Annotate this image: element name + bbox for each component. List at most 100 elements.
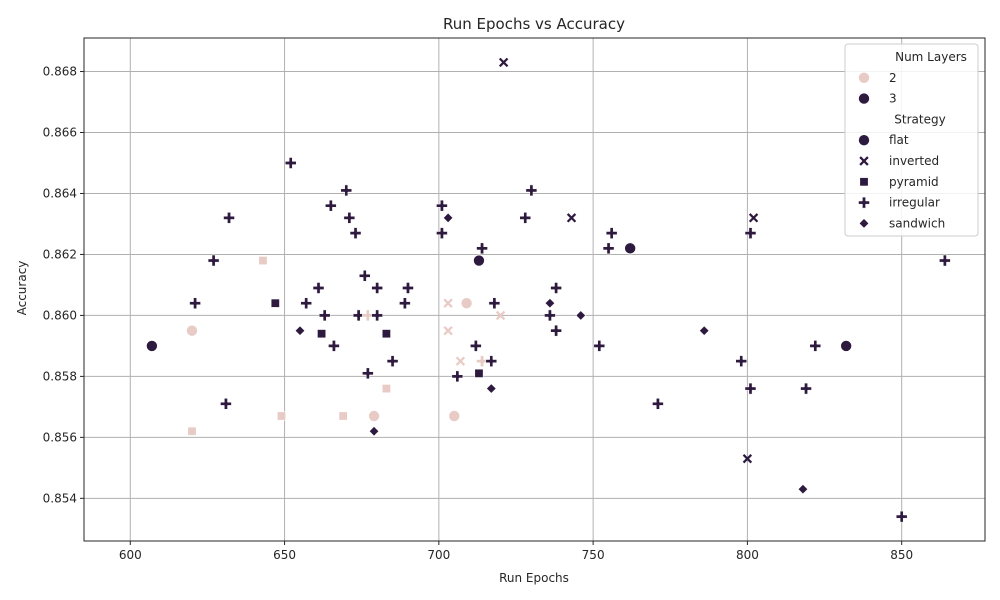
x-tick-label: 700 [427,548,450,562]
data-point-irregular [386,355,399,367]
data-point-flat [448,410,461,423]
data-point-irregular [371,282,383,294]
data-point-irregular [402,282,414,294]
data-point-irregular [809,340,822,352]
data-point-irregular [284,157,297,169]
data-point-pyramid [338,411,348,421]
data-point-sandwich [368,426,380,437]
data-point-pyramid [187,426,197,436]
data-point-irregular [593,340,606,352]
data-point-inverted [748,213,759,223]
x-tick-label: 650 [273,548,296,562]
data-point-pyramid [381,329,391,339]
data-point-irregular [349,227,362,239]
plot-background [84,38,985,541]
legend-style-label: sandwich [889,216,945,230]
data-point-flat [145,339,158,352]
plot-area [83,37,986,542]
data-point-irregular [800,382,812,395]
y-tick-label: 0.864 [43,186,77,200]
data-point-irregular [744,227,757,239]
data-point-sandwich [294,325,306,336]
data-point-irregular [312,282,325,294]
data-point-pyramid [258,256,268,266]
data-point-irregular [605,227,618,239]
data-point-irregular [436,199,448,212]
legend-style-label: irregular [889,196,940,210]
data-point-irregular [207,254,220,267]
data-point-irregular [352,309,365,322]
x-tick-label: 600 [119,548,142,562]
chart-title: Run Epochs vs Accuracy [443,15,625,33]
legend-style-label: pyramid [889,175,939,189]
data-point-inverted [495,310,506,321]
data-point-irregular [602,242,615,255]
data-point-irregular [318,309,331,322]
y-tick-label: 0.854 [43,491,77,505]
data-point-irregular [485,355,498,367]
x-axis-label: Run Epochs [499,571,569,585]
data-point-irregular [519,212,531,224]
x-tick-label: 800 [736,548,759,562]
data-point-inverted [455,356,466,366]
data-point-flat [185,324,198,337]
legend-style-marker [858,196,870,209]
data-point-sandwich [698,325,710,336]
legend-hue-marker [858,71,871,84]
x-tick-label: 850 [890,548,913,562]
data-point-pyramid [381,384,391,394]
data-point-inverted [566,213,577,223]
data-point-inverted [443,325,453,336]
legend-style-label: inverted [889,154,939,168]
data-point-sandwich [442,212,454,224]
data-point-pyramid [317,329,327,339]
data-point-irregular [362,309,374,322]
legend-hue-label: 3 [889,92,897,106]
data-point-irregular [399,297,411,309]
data-point-irregular [328,340,340,352]
data-point-irregular [476,242,488,255]
x-tick-label: 750 [582,548,605,562]
data-point-irregular [652,398,664,410]
y-tick-label: 0.868 [43,65,77,79]
data-point-flat [368,410,381,423]
data-point-irregular [488,297,501,309]
legend-style-label: flat [889,133,909,147]
legend: Num Layers 2 3 Strategy flat inverted pyramid i… [844,43,979,237]
data-point-irregular [451,370,464,383]
y-tick-label: 0.860 [43,308,77,322]
legend-style-marker [859,177,869,187]
y-tick-label: 0.858 [43,369,77,383]
data-point-irregular [550,324,562,337]
data-point-pyramid [276,411,286,421]
data-point-irregular [476,355,488,367]
y-tick-label: 0.866 [43,126,77,140]
data-point-irregular [525,184,538,197]
data-point-inverted [742,454,753,464]
data-point-irregular [939,254,951,267]
legend-hue-title: Num Layers [895,50,967,64]
data-point-flat [840,339,853,352]
data-point-flat [624,242,637,255]
data-point-irregular [343,212,356,224]
plot-frame [83,37,986,542]
data-point-flat [460,297,473,310]
data-point-irregular [300,297,312,309]
legend-hue-marker [858,92,871,105]
data-point-flat [472,254,485,267]
data-point-sandwich [486,383,497,394]
data-point-sandwich [575,310,587,321]
data-point-irregular [223,212,235,224]
data-point-irregular [544,309,556,322]
data-point-irregular [895,510,908,523]
y-tick-label: 0.862 [43,247,77,261]
legend-style-title: Strategy [894,112,945,126]
data-point-irregular [220,398,232,410]
data-point-inverted [443,298,453,308]
x-axis-ticks: 600 650 700 750 800 850 [119,541,913,562]
data-point-pyramid [270,298,280,308]
y-axis-label: Accuracy [15,261,29,316]
data-point-irregular [325,199,337,212]
legend-style-marker [859,156,869,166]
